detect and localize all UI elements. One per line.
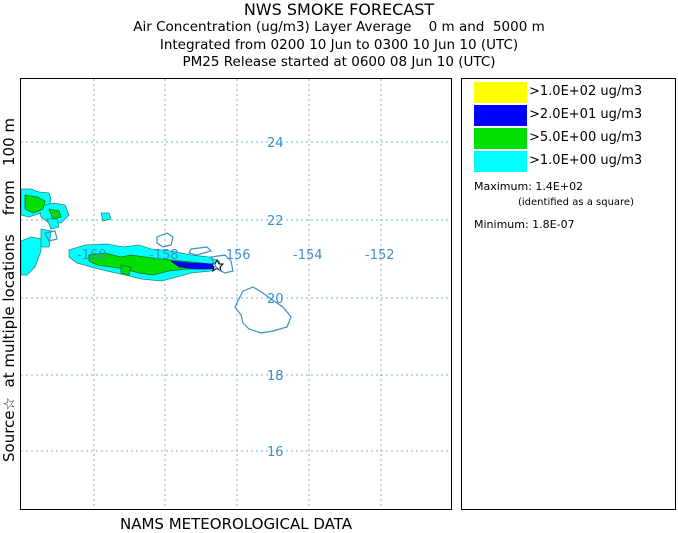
graticule [21,79,451,509]
coast-maui [210,254,234,274]
legend-panel: >1.0E+02 ug/m3 >2.0E+01 ug/m3 >5.0E+00 u… [461,78,676,510]
lon-tick-152: -152 [365,248,395,263]
lon-tick-labels: -160 -158 -156 -154 -152 [77,248,395,263]
legend-swatch-5 [474,128,527,149]
integration-period: Integrated from 0200 10 Jun to 0300 10 J… [159,37,519,53]
maximum-value: Maximum: 1.4E+02 [474,180,584,193]
lat-tick-22: 22 [267,214,284,229]
plume-level-5 [24,194,218,276]
lon-tick-156: -156 [221,248,251,263]
lat-tick-18: 18 [267,369,284,384]
maximum-note: (identified as a square) [518,197,634,208]
map-title: NWS SMOKE FORECAST [243,0,435,19]
lon-tick-160: -160 [77,248,107,263]
coast-oahu [156,232,174,248]
lat-tick-20: 20 [267,292,284,307]
legend-label-5: >5.0E+00 ug/m3 [529,130,643,145]
coastlines [44,230,292,334]
lon-tick-158: -158 [149,248,179,263]
lon-tick-154: -154 [293,248,323,263]
coast-hawaii [234,286,292,334]
legend-swatch-20 [474,105,527,126]
coast-molokai [188,246,213,256]
legend-label-100: >1.0E+02 ug/m3 [529,84,643,99]
map-canvas: 24 22 20 18 16 -160 -158 -156 -154 -152 [21,79,451,509]
lat-tick-labels: 24 22 20 18 16 [267,136,284,460]
meteorological-data-label: NAMS METEOROLOGICAL DATA [120,515,352,533]
source-location-label: Source☆ at multiple locations from 100 m [0,118,18,462]
legend-swatch-100 [474,82,527,103]
legend-swatch-1 [474,151,527,172]
map-panel: 24 22 20 18 16 -160 -158 -156 -154 -152 [20,78,452,510]
lat-tick-24: 24 [267,136,284,151]
minimum-value: Minimum: 1.8E-07 [474,218,575,231]
lat-tick-16: 16 [267,445,284,460]
legend-label-20: >2.0E+01 ug/m3 [529,107,643,122]
legend-label-1: >1.0E+00 ug/m3 [529,153,643,168]
release-info: PM25 Release started at 0600 08 Jun 10 (… [182,54,496,70]
concentration-subtitle: Air Concentration (ug/m3) Layer Average … [133,19,545,35]
coast-kauai [44,230,58,242]
